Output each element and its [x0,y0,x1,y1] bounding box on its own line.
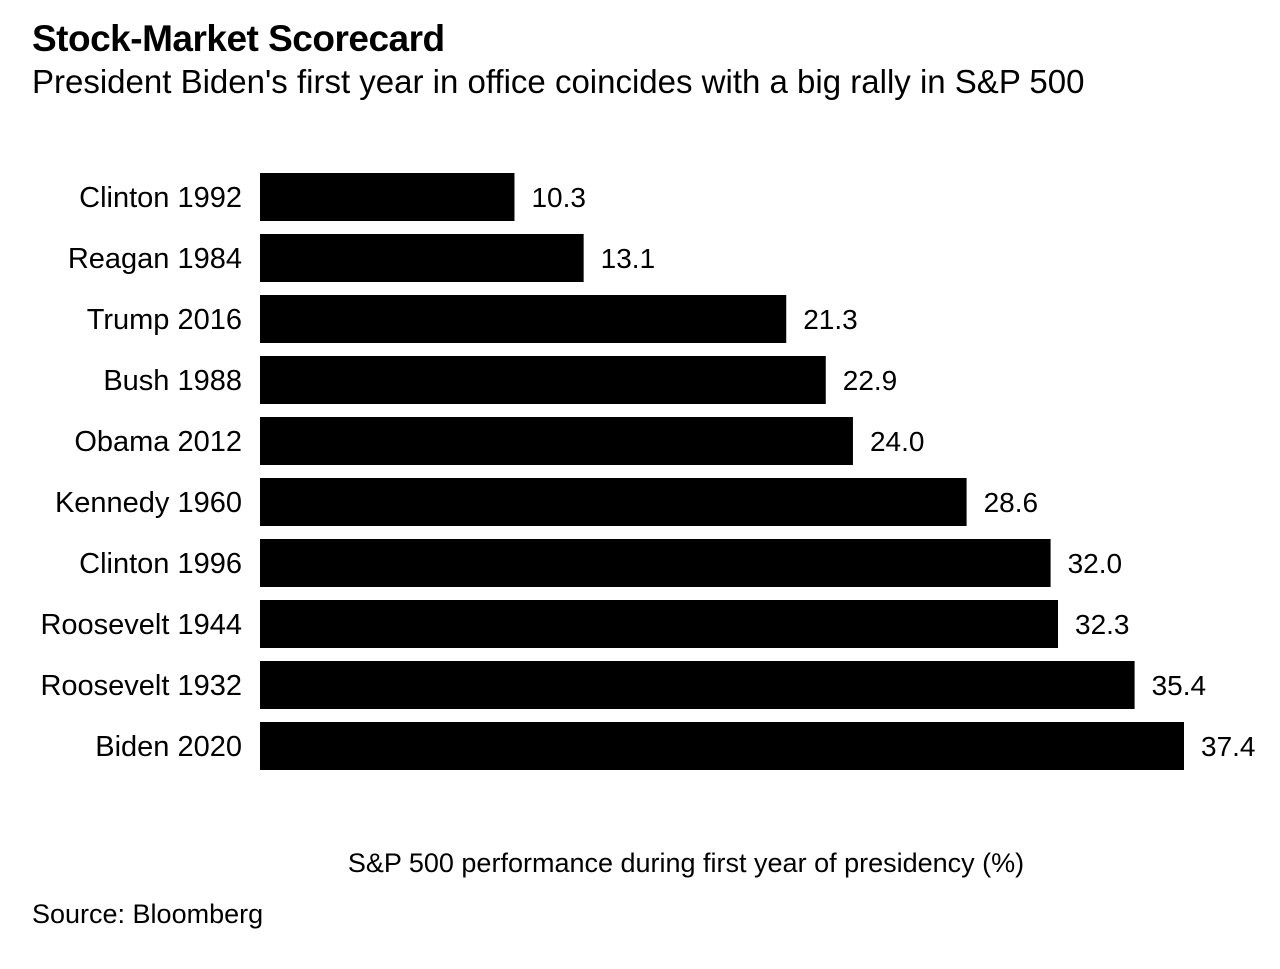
bar-chart: Clinton 1992 Reagan 1984 Trump 2016 Bush 19… [40,173,1256,878]
value-label: 21.3 [803,304,858,335]
category-labels-group: Clinton 1992 Reagan 1984 Trump 2016 Bush 19… [40,182,242,763]
value-labels-group: 10.3 13.1 21.3 22.9 24.0 28.6 32.0 32.3 35.4 37.4 [531,182,1255,762]
bar-trump-2016 [260,295,787,343]
category-label: Reagan 1984 [68,243,242,275]
category-label: Roosevelt 1932 [40,670,242,702]
x-axis-label: S&P 500 performance during first year of… [348,848,1024,878]
bar-roosevelt-1944 [260,600,1058,648]
value-label: 28.6 [984,487,1039,518]
value-label: 24.0 [870,426,925,457]
category-label: Biden 2020 [95,731,242,763]
bar-kennedy-1960 [260,478,967,526]
category-label: Obama 2012 [74,426,242,458]
category-label: Trump 2016 [87,304,242,336]
bar-clinton-1992 [260,173,515,221]
source-note: Source: Bloomberg [32,899,264,929]
chart-title: Stock-Market Scorecard [32,18,445,59]
category-label: Clinton 1992 [79,182,242,214]
category-label: Bush 1988 [103,365,242,397]
bar-obama-2012 [260,417,853,465]
bar-roosevelt-1932 [260,661,1135,709]
category-label: Clinton 1996 [79,548,242,580]
value-label: 32.0 [1068,548,1123,579]
bar-bush-1988 [260,356,826,404]
value-label: 37.4 [1201,731,1256,762]
category-label: Kennedy 1960 [55,487,242,519]
bar-reagan-1984 [260,234,584,282]
value-label: 13.1 [601,243,656,274]
chart-subtitle: President Biden's first year in office c… [32,63,1085,100]
bar-clinton-1996 [260,539,1051,587]
bars-group [260,173,1184,770]
bar-biden-2020 [260,722,1184,770]
value-label: 32.3 [1075,609,1130,640]
value-label: 22.9 [843,365,898,396]
value-label: 35.4 [1152,670,1207,701]
category-label: Roosevelt 1944 [40,609,242,641]
value-label: 10.3 [531,182,586,213]
